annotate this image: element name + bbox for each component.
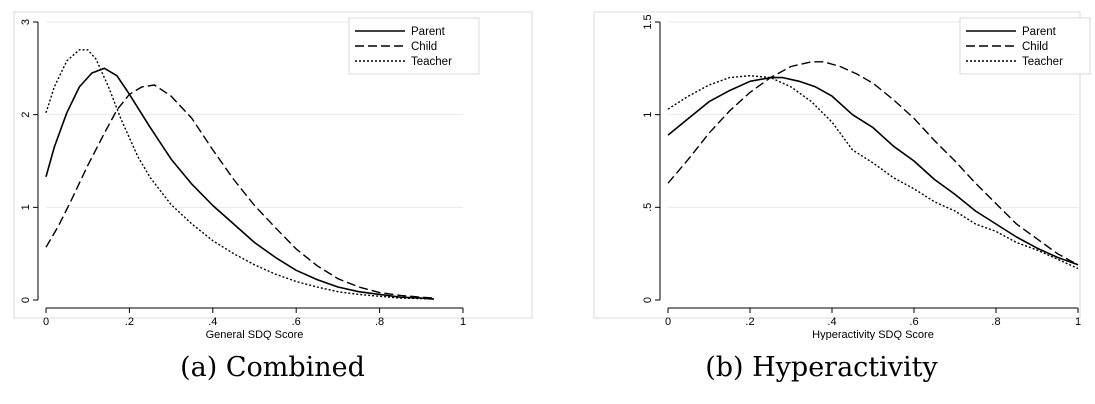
x-tick-label: .6 <box>909 316 918 328</box>
x-axis-title: Hyperactivity SDQ Score <box>812 329 934 340</box>
x-tick-label: .8 <box>991 316 1000 328</box>
x-tick-label: .8 <box>375 316 384 328</box>
series-line-teacher <box>45 49 434 300</box>
plot-frame <box>13 11 533 319</box>
x-tick-label: 1 <box>1075 316 1081 328</box>
x-tick-label: .4 <box>208 316 217 328</box>
figure-b-hyperactivity: 0 .5 1 1.5 0 .2 .4 .6 .8 1 Hyperactivity SDQ Score… <box>548 0 1095 404</box>
legend-label-parent: Parent <box>1022 26 1057 38</box>
y-tick-label: 1.5 <box>642 14 654 29</box>
y-tick-label: 0 <box>20 297 32 303</box>
caption-combined: (a) Combined <box>180 352 365 383</box>
y-tick-label: 0 <box>642 297 654 303</box>
x-tick-label: 0 <box>43 316 49 328</box>
legend-label-teacher: Teacher <box>1022 56 1063 68</box>
x-tick-label: .2 <box>125 316 134 328</box>
legend-label-child: Child <box>411 41 437 53</box>
series-line-parent <box>667 76 1079 266</box>
x-tick-label: .6 <box>292 316 301 328</box>
y-tick-label: 1 <box>642 112 654 118</box>
x-tick-label: 1 <box>460 316 466 328</box>
figure-a-combined: 0 1 2 3 0 .2 .4 .6 .8 1 General SDQ Score Parent Chi… <box>0 0 545 404</box>
series-line-parent <box>45 67 434 300</box>
series-line-teacher <box>667 75 1079 270</box>
x-axis-title: General SDQ Score <box>206 329 304 340</box>
legend-label-teacher: Teacher <box>411 56 452 68</box>
series-line-child <box>45 84 434 299</box>
y-tick-label: .5 <box>642 203 654 212</box>
legend-label-child: Child <box>1022 41 1048 53</box>
y-tick-label: 2 <box>20 112 32 118</box>
chart-hyperactivity: 0 .5 1 1.5 0 .2 .4 .6 .8 1 Hyperactivity SDQ Score… <box>593 11 1091 340</box>
chart-combined: 0 1 2 3 0 .2 .4 .6 .8 1 General SDQ Score Parent Chi… <box>13 11 533 340</box>
legend-label-parent: Parent <box>411 26 446 38</box>
x-tick-label: .4 <box>827 316 836 328</box>
x-tick-label: .2 <box>745 316 754 328</box>
y-tick-label: 3 <box>20 19 32 25</box>
x-tick-label: 0 <box>665 316 671 328</box>
series-line-child <box>667 61 1079 266</box>
y-tick-label: 1 <box>20 204 32 210</box>
plot-frame <box>593 11 1081 319</box>
caption-hyperactivity: (b) Hyperactivity <box>705 352 938 383</box>
